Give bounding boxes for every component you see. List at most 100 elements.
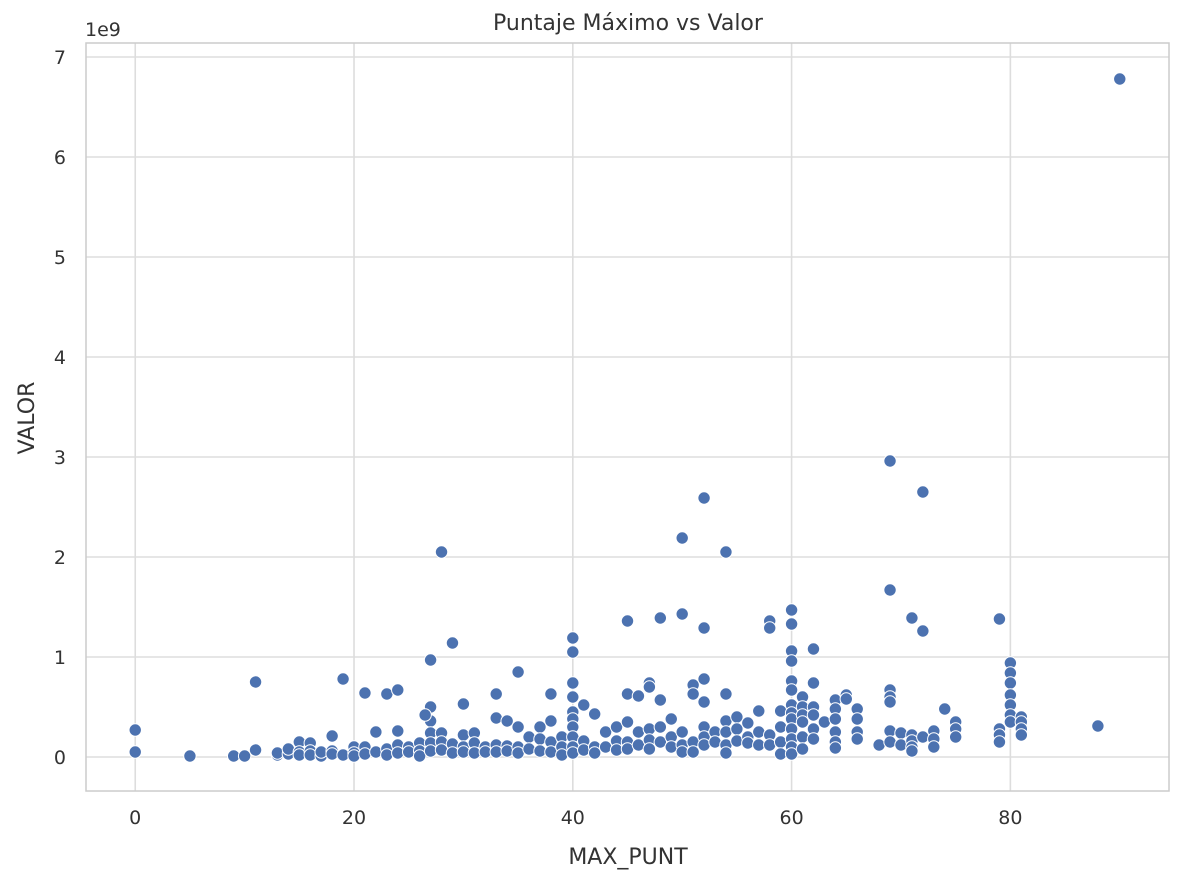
- data-point: [752, 725, 766, 739]
- data-point: [795, 730, 810, 744]
- data-point: [434, 545, 449, 559]
- data-point: [533, 720, 547, 734]
- chart-title: Puntaje Máximo vs Valor: [493, 11, 764, 36]
- data-point: [839, 692, 853, 706]
- data-point: [609, 720, 624, 734]
- y-tick-label: 3: [54, 447, 66, 469]
- data-point: [894, 726, 908, 740]
- data-point: [620, 715, 635, 729]
- data-point: [719, 746, 733, 760]
- data-point: [500, 714, 514, 728]
- y-tick-label: 4: [54, 347, 66, 369]
- data-point: [566, 676, 580, 690]
- data-point: [916, 730, 930, 744]
- data-point: [675, 725, 689, 739]
- data-point: [784, 683, 799, 697]
- data-point: [795, 715, 810, 729]
- data-point: [620, 614, 635, 628]
- data-point: [248, 743, 263, 757]
- data-point: [544, 687, 558, 701]
- y-tick-label: 1: [54, 647, 66, 669]
- data-point: [566, 690, 580, 704]
- data-point: [773, 704, 788, 718]
- x-axis-label: MAX_PUNT: [568, 845, 688, 870]
- data-point: [423, 653, 438, 667]
- data-point: [784, 617, 799, 631]
- data-point: [412, 749, 427, 763]
- plot-frame: [85, 42, 1170, 792]
- y-tick-label: 2: [54, 547, 66, 569]
- data-point: [566, 746, 580, 760]
- y-tick-label: 7: [54, 47, 66, 69]
- data-point: [555, 748, 569, 762]
- data-point: [598, 740, 613, 754]
- data-point: [697, 672, 711, 686]
- data-point: [281, 742, 296, 756]
- data-point: [697, 738, 711, 752]
- data-point: [916, 485, 930, 499]
- data-point: [719, 725, 733, 739]
- x-tick-label: 40: [561, 807, 585, 829]
- data-points: [128, 72, 1127, 763]
- data-point: [927, 740, 941, 754]
- data-point: [806, 732, 821, 746]
- data-point: [806, 708, 821, 722]
- data-point: [1003, 676, 1018, 690]
- data-point: [686, 745, 700, 759]
- data-point: [905, 744, 919, 758]
- data-point: [445, 636, 460, 650]
- data-point: [128, 723, 142, 737]
- data-point: [456, 697, 471, 711]
- data-point: [1113, 72, 1127, 86]
- data-point: [784, 603, 799, 617]
- data-point: [730, 722, 744, 736]
- data-point: [883, 735, 897, 749]
- data-point: [675, 531, 689, 545]
- data-point: [916, 624, 930, 638]
- data-point: [828, 741, 843, 755]
- data-point: [905, 611, 919, 625]
- data-point: [237, 749, 252, 763]
- data-point: [489, 711, 503, 725]
- data-point: [653, 735, 668, 749]
- data-point: [719, 545, 733, 559]
- data-point: [128, 745, 142, 759]
- data-point: [653, 611, 668, 625]
- data-point: [511, 665, 525, 679]
- data-point: [369, 745, 383, 759]
- data-point: [577, 698, 591, 712]
- data-point: [631, 689, 646, 703]
- data-point: [948, 730, 963, 744]
- data-point: [598, 725, 613, 739]
- data-point: [719, 687, 733, 701]
- data-point: [675, 607, 689, 621]
- data-point: [380, 748, 394, 762]
- data-point: [883, 454, 897, 468]
- data-point: [938, 702, 952, 716]
- data-point: [456, 728, 471, 742]
- x-tick-label: 80: [998, 807, 1022, 829]
- data-point: [418, 708, 432, 722]
- data-point: [697, 491, 711, 505]
- x-tick-label: 0: [129, 807, 141, 829]
- data-point: [850, 712, 864, 726]
- data-point: [872, 738, 886, 752]
- data-point: [391, 724, 405, 738]
- y-tick-label: 5: [54, 247, 66, 269]
- data-point: [391, 683, 405, 697]
- x-tick-label: 60: [779, 807, 803, 829]
- data-point: [850, 732, 864, 746]
- data-point: [336, 672, 350, 686]
- data-point: [697, 695, 711, 709]
- data-point: [784, 654, 799, 668]
- data-point: [806, 642, 821, 656]
- data-point: [577, 743, 591, 757]
- data-point: [752, 704, 766, 718]
- data-point: [708, 735, 722, 749]
- data-point: [795, 742, 810, 756]
- y-axis-label: VALOR: [15, 382, 40, 455]
- data-point: [522, 730, 536, 744]
- data-point: [489, 687, 503, 701]
